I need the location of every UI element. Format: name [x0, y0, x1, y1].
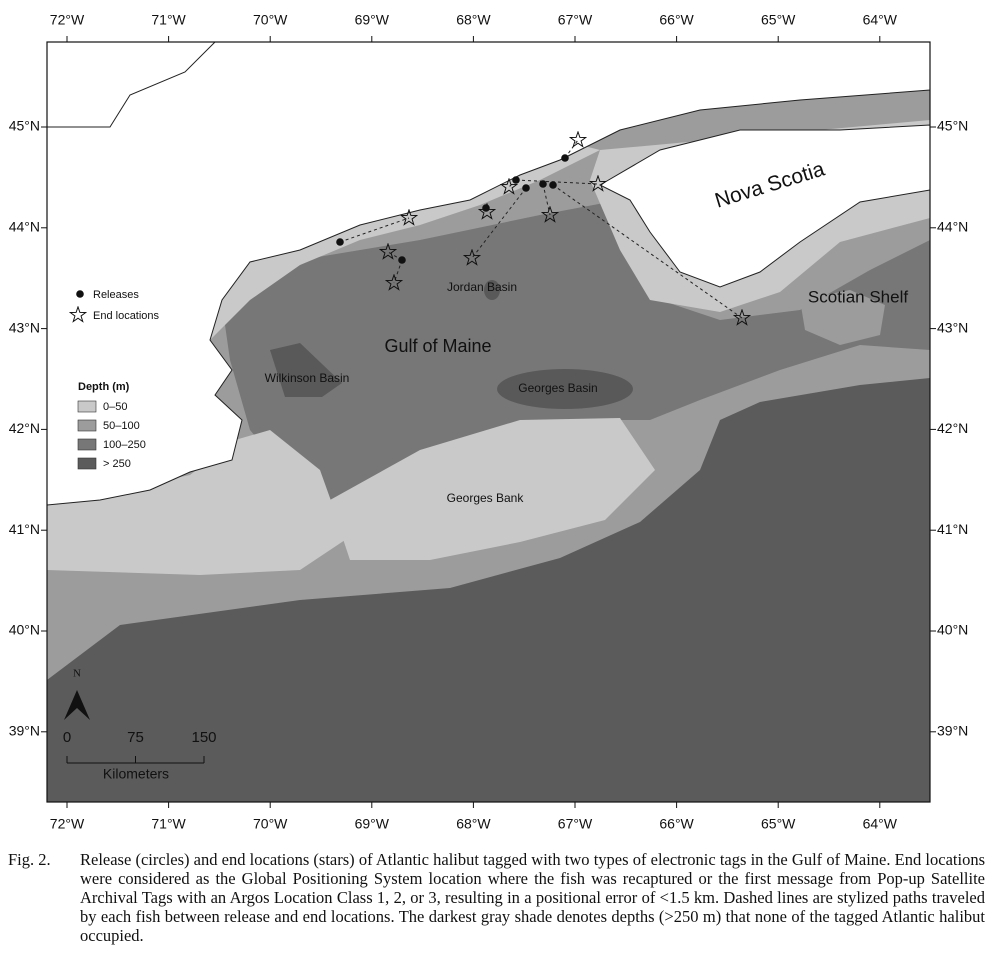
lat-label: 40°N	[9, 622, 40, 638]
depth-0-50	[47, 430, 345, 575]
legend-label: 0–50	[103, 401, 127, 413]
legend-swatch	[77, 438, 97, 451]
releases	[336, 154, 569, 264]
north-arrow	[64, 690, 90, 720]
map-frame	[46, 41, 931, 803]
nova-scotia-land	[598, 124, 930, 288]
track	[515, 179, 599, 185]
release-point	[561, 154, 569, 162]
lat-label: 43°N	[937, 319, 968, 335]
legend-label: > 250	[103, 458, 131, 470]
legend-title: Depth (m)	[78, 381, 130, 393]
lat-label: 41°N	[937, 521, 968, 537]
region-label: Georges Bank	[447, 491, 525, 505]
track	[471, 187, 527, 259]
lon-label: 64°W	[863, 12, 898, 28]
lat-label: 39°N	[937, 723, 968, 739]
lon-label: 70°W	[253, 12, 288, 28]
lat-label: 42°N	[937, 420, 968, 436]
depth-100-250	[220, 200, 930, 510]
north-label: N	[73, 668, 81, 680]
lon-label: 69°W	[355, 12, 390, 28]
depth-50-100	[800, 290, 885, 345]
border	[47, 42, 216, 128]
lon-label: 65°W	[761, 816, 796, 832]
basin	[270, 343, 342, 397]
caption-label: Fig. 2.	[8, 850, 51, 869]
depth-0-50	[330, 418, 655, 560]
track	[564, 139, 579, 159]
lat-label: 39°N	[9, 723, 40, 739]
map: Nova Scotia Scotian Shelf Gulf of Maine …	[9, 12, 969, 832]
caption-text: Release (circles) and end locations (sta…	[80, 850, 985, 945]
region-label: Wilkinson Basin	[265, 371, 350, 385]
legend-label: End locations	[93, 310, 160, 322]
release-point	[398, 256, 406, 264]
legend-label: 50–100	[103, 420, 140, 432]
scale-label: 0	[63, 729, 71, 746]
lat-label: 45°N	[9, 118, 40, 134]
track	[552, 184, 743, 319]
basin	[497, 369, 633, 409]
legend-dot	[76, 290, 84, 298]
lon-label: 67°W	[558, 816, 593, 832]
release-point	[549, 181, 557, 189]
lon-label: 69°W	[355, 816, 390, 832]
legend-swatch	[77, 400, 97, 413]
release-point	[539, 180, 547, 188]
lon-label: 65°W	[761, 12, 796, 28]
lon-label: 70°W	[253, 816, 288, 832]
lon-label: 66°W	[659, 12, 694, 28]
lon-label: 68°W	[456, 12, 491, 28]
lon-label: 68°W	[456, 816, 491, 832]
basin	[484, 280, 500, 300]
lat-label: 40°N	[937, 622, 968, 638]
scale-label: 75	[127, 729, 144, 746]
region-label: Jordan Basin	[447, 280, 517, 294]
legend-swatch	[77, 419, 97, 432]
lon-label: 67°W	[558, 12, 593, 28]
lat-label: 44°N	[9, 219, 40, 235]
lon-label: 72°W	[50, 816, 85, 832]
release-point	[512, 176, 520, 184]
legend-swatch	[77, 457, 97, 470]
release-point	[522, 184, 530, 192]
lon-label: 66°W	[659, 816, 694, 832]
lat-label: 45°N	[937, 118, 968, 134]
lon-label: 71°W	[151, 12, 186, 28]
release-point	[336, 238, 344, 246]
land	[47, 42, 930, 506]
track	[339, 217, 410, 243]
scale-unit: Kilometers	[103, 766, 169, 782]
lat-label: 43°N	[9, 319, 40, 335]
lon-label: 72°W	[50, 12, 85, 28]
bathymetry	[47, 42, 930, 802]
depth-0-50	[210, 140, 600, 340]
lat-label: 42°N	[9, 420, 40, 436]
lon-label: 64°W	[863, 816, 898, 832]
lat-label: 44°N	[937, 219, 968, 235]
region-label: Gulf of Maine	[384, 336, 491, 356]
legend-label: Releases	[93, 289, 139, 301]
lon-label: 71°W	[151, 816, 186, 832]
scale-label: 150	[191, 729, 216, 746]
legend-label: 100–250	[103, 439, 146, 451]
lat-label: 41°N	[9, 521, 40, 537]
region-label: Georges Basin	[518, 381, 597, 395]
region-label: Scotian Shelf	[808, 287, 908, 306]
